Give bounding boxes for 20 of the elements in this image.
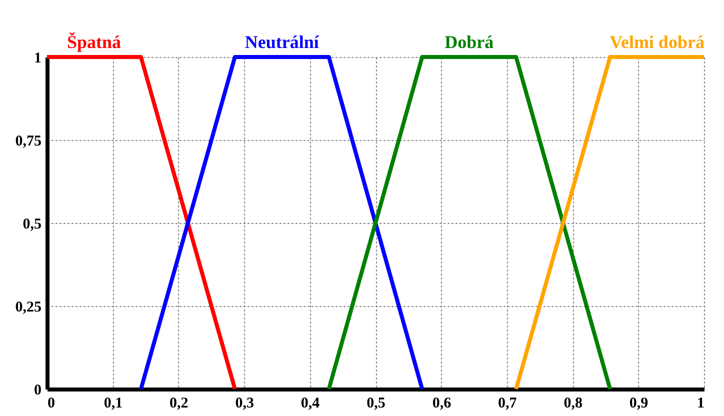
y-tick-label: 0,5 [22,216,42,232]
series-label: Dobrá [444,32,494,52]
x-tick-label: 0,1 [104,396,123,412]
x-tick-label: 0 [48,396,55,412]
y-tick-label: 0,75 [15,134,42,150]
x-tick-label: 0,7 [498,396,518,412]
y-tick-label: 1 [34,50,42,66]
x-tick-label: 0,5 [366,396,386,412]
x-tick-label: 0,4 [300,396,320,412]
x-tick-label: 0,9 [629,396,648,412]
y-tick-label: 0,25 [15,300,42,316]
y-tick-label: 0 [34,382,42,398]
x-tick-label: 0,6 [432,396,452,412]
x-tick-label: 1 [697,396,704,412]
series-label: Velmi dobrá [610,32,704,52]
x-tick-label: 0,3 [235,396,254,412]
x-tick-label: 0,2 [170,396,188,412]
series-label: Špatná [66,32,121,52]
series-label: Neutrální [244,32,320,52]
x-tick-label: 0,8 [564,396,582,412]
